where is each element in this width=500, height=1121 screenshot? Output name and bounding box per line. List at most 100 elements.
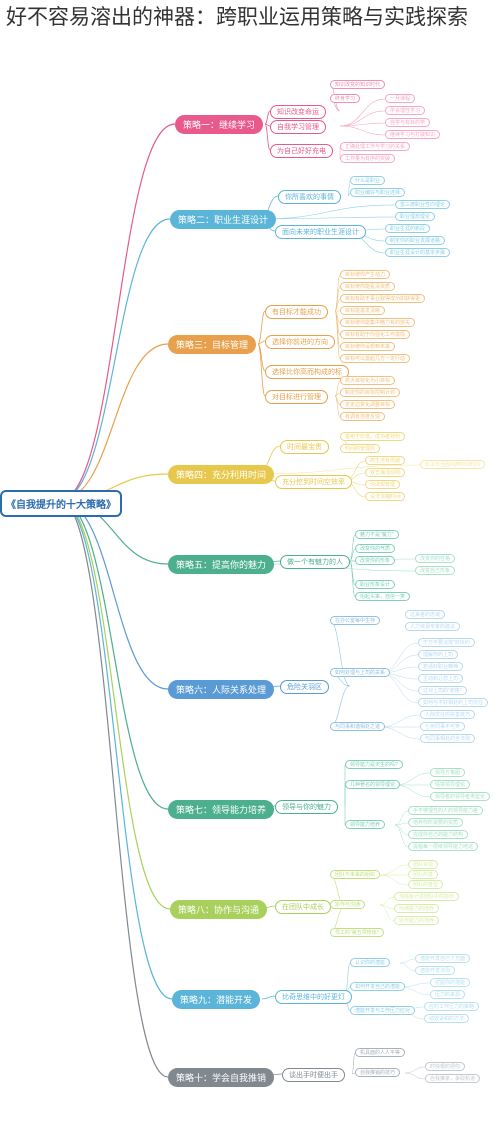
- page-title: 好不容易溶出的神器：跨职业运用策略与实践探索: [0, 0, 500, 35]
- mindmap-node: 潜能开发与工作压力应对: [350, 1006, 415, 1015]
- mindmap-node: 魅力不是"魔力": [355, 530, 399, 539]
- mindmap-node: 高生活有周期: [365, 456, 405, 465]
- mindmap-node: 目标有助于你强化工作激情: [340, 330, 410, 339]
- mindmap-node: 《自我提升的十大策略》: [0, 490, 122, 517]
- mindmap-node: 职业理想理论: [395, 212, 435, 221]
- mindmap-node: 领导能力是天生的吗?: [345, 760, 403, 769]
- mindmap-node: 危险关羽区: [280, 680, 329, 694]
- mindmap-node: 目标能激发清晰: [340, 306, 385, 315]
- mindmap-node: 职业生涯设计的基本步骤: [385, 248, 450, 257]
- mindmap-node: 过来者的忠诫: [405, 610, 445, 619]
- mindmap-node: 如何与不好相处的上司交往: [418, 698, 488, 707]
- mindmap-node: 职业生涯的新段: [385, 224, 430, 233]
- mindmap-node: 知识改变的知识时代: [330, 80, 385, 89]
- mindmap-node: 一月课程: [385, 94, 415, 103]
- mindmap-node: 时间最宝贵: [280, 440, 329, 454]
- mindmap-node: 有调有自度反馈: [340, 412, 385, 421]
- mindmap-node: 为自己好好充电: [270, 144, 333, 158]
- mindmap-node: 雷三德职业性向理论: [395, 200, 450, 209]
- mindmap-node: 什么是职业: [350, 176, 385, 185]
- mindmap-node: 策略七：领导能力培养: [168, 800, 274, 819]
- mindmap-node: 应时工作压力的策略: [424, 1002, 479, 1011]
- mindmap-node: 工作量为有序的突破: [340, 154, 395, 163]
- mindmap-node: 与同事相处的全法则: [420, 734, 475, 743]
- mindmap-node: 团队与未来的组织: [330, 870, 380, 879]
- mindmap-node: 潜能开发法则: [415, 966, 455, 975]
- mindmap-node: 领导能力培养: [345, 820, 385, 829]
- mindmap-node: 红子珍活因利用时间时间: [420, 460, 485, 469]
- mindmap-node: 抬起头来，自信一笑: [355, 592, 410, 601]
- mindmap-node: 领导者的领导者类型论: [430, 792, 490, 801]
- mindmap-node: 目标使你能集中精力有的放矢: [340, 318, 415, 327]
- mindmap-node: 继续学习与打破知识: [385, 130, 440, 139]
- mindmap-node: 沟通能力的培养: [394, 904, 439, 913]
- mindmap-node: 目标使你设想到末来: [340, 342, 395, 351]
- mindmap-node: 自我学习管理: [270, 120, 326, 134]
- mindmap-node: 团队的各型: [408, 880, 443, 889]
- mindmap-node: 在办公室每中生存: [330, 616, 380, 625]
- mindmap-node: 沟法规管理: [365, 480, 400, 489]
- mindmap-node: 做一个有魅力的人: [280, 555, 350, 569]
- mindmap-node: 充分挖到时间空效率: [275, 475, 352, 489]
- mindmap-node: 如何处理与上司的关系: [330, 668, 390, 677]
- mindmap-node: 比奇思维中的好更灯: [275, 990, 352, 1004]
- mindmap-node: 正确处理工作与学习的关系: [340, 142, 410, 151]
- mindmap-node: 自学与有目的学: [385, 118, 430, 127]
- mindmap-node: 定定边变化调整目标: [340, 400, 395, 409]
- mindmap-node: 设法浓缩时间: [365, 492, 405, 501]
- mindmap-node: 职业形象设计: [355, 580, 395, 589]
- mindmap-node: 绩效诀和的方法: [424, 1014, 469, 1023]
- mindmap-node: 机具面的人人平等: [355, 1048, 405, 1057]
- mindmap-node: 完成你自己的能力结构: [408, 830, 468, 839]
- mindmap-node: 策略三：目标管理: [168, 335, 256, 354]
- mindmap-node: 制定你的目标控制计划: [340, 388, 400, 397]
- mindmap-node: 主动和让您上司: [418, 674, 463, 683]
- mindmap-node: 时快根的把你: [425, 1062, 465, 1071]
- mindmap-node: 策略二：职业生涯设计: [170, 210, 276, 229]
- mindmap-node: 有目标才能成功: [265, 305, 328, 319]
- mindmap-node: 策略五：提高你的魅力: [168, 555, 274, 574]
- mindmap-node: 高大目标化为小目标: [340, 376, 395, 385]
- mindmap-node: 与同事和谐相处之道: [330, 722, 385, 731]
- mindmap-node: 在团队中成长: [275, 900, 331, 914]
- mindmap-node: 自我推销的技巧: [355, 1068, 400, 1077]
- mindmap-node: 知识改变命运: [270, 105, 326, 119]
- mindmap-node: 协作能力的地养: [394, 916, 439, 925]
- mindmap-node: 压力的来源: [430, 990, 465, 999]
- mindmap-node: 改变自己形象: [415, 566, 455, 575]
- mindmap-node: 时间的管理则: [340, 444, 380, 453]
- mindmap-node: 策略十：学会自我推销: [168, 1068, 274, 1087]
- mindmap-node: 员工的"第五项修炼": [330, 928, 384, 937]
- mindmap-node: 选择比你高而构成的标: [265, 365, 349, 379]
- mindmap-node: 对目标进行管理: [265, 390, 328, 404]
- mindmap-node: 目标使你能看清资质: [340, 282, 395, 291]
- mindmap-node: 你所喜欢的事情: [278, 190, 341, 204]
- mindmap-node: 自我推家，争取机道: [425, 1074, 480, 1083]
- mindmap-node: 策略六：人际关系处理: [168, 680, 274, 699]
- mindmap-node: 选择你前进的方向: [265, 335, 335, 349]
- mindmap-node: 目标可以激起几方一定行动: [340, 354, 410, 363]
- mindmap-node: 人际交往的完善技巧: [420, 710, 475, 719]
- mindmap-node: 团队的基: [408, 870, 438, 879]
- mindmap-node: 人力资源专家的建议: [405, 622, 460, 631]
- mindmap-node: 目标有助于事业取得成功如获得更: [340, 294, 425, 303]
- mindmap-node: 领导方格图: [430, 768, 465, 777]
- mindmap-node: 潜能开发自己个方面: [415, 954, 470, 963]
- mindmap-node: 若适好职业精神: [418, 662, 463, 671]
- mindmap-node: 手不够理性的人的领导能力差: [408, 806, 483, 815]
- mindmap-node: 善用于珍惜，成功者效则: [340, 432, 405, 441]
- mindmap-node: 面向未来的职业生涯设计: [275, 225, 366, 239]
- mindmap-node: 几种著名的领导理论: [345, 780, 400, 789]
- mindmap-node: 学会理性学习: [385, 106, 425, 115]
- mindmap-node: 谈出手时便出手: [282, 1068, 345, 1082]
- mindmap-node: 改变你的气质: [355, 544, 395, 553]
- mindmap-node: 协作与沟通: [330, 900, 365, 909]
- mindmap-node: 终身学习: [330, 94, 360, 103]
- mindmap-node: 如何开发自己的潜能: [350, 982, 405, 991]
- mindmap-node: 策略一：继续学习: [175, 115, 263, 134]
- mindmap-node: 挖掘你的潜能: [430, 978, 470, 987]
- mindmap-node: 加强板计这团队中的协作: [394, 892, 459, 901]
- mindmap-node: 制定你的职业发展道路: [385, 236, 445, 245]
- mindmap-node: 过对上司的"老格": [418, 686, 467, 695]
- mindmap-node: 领导与你的魅力: [275, 800, 338, 814]
